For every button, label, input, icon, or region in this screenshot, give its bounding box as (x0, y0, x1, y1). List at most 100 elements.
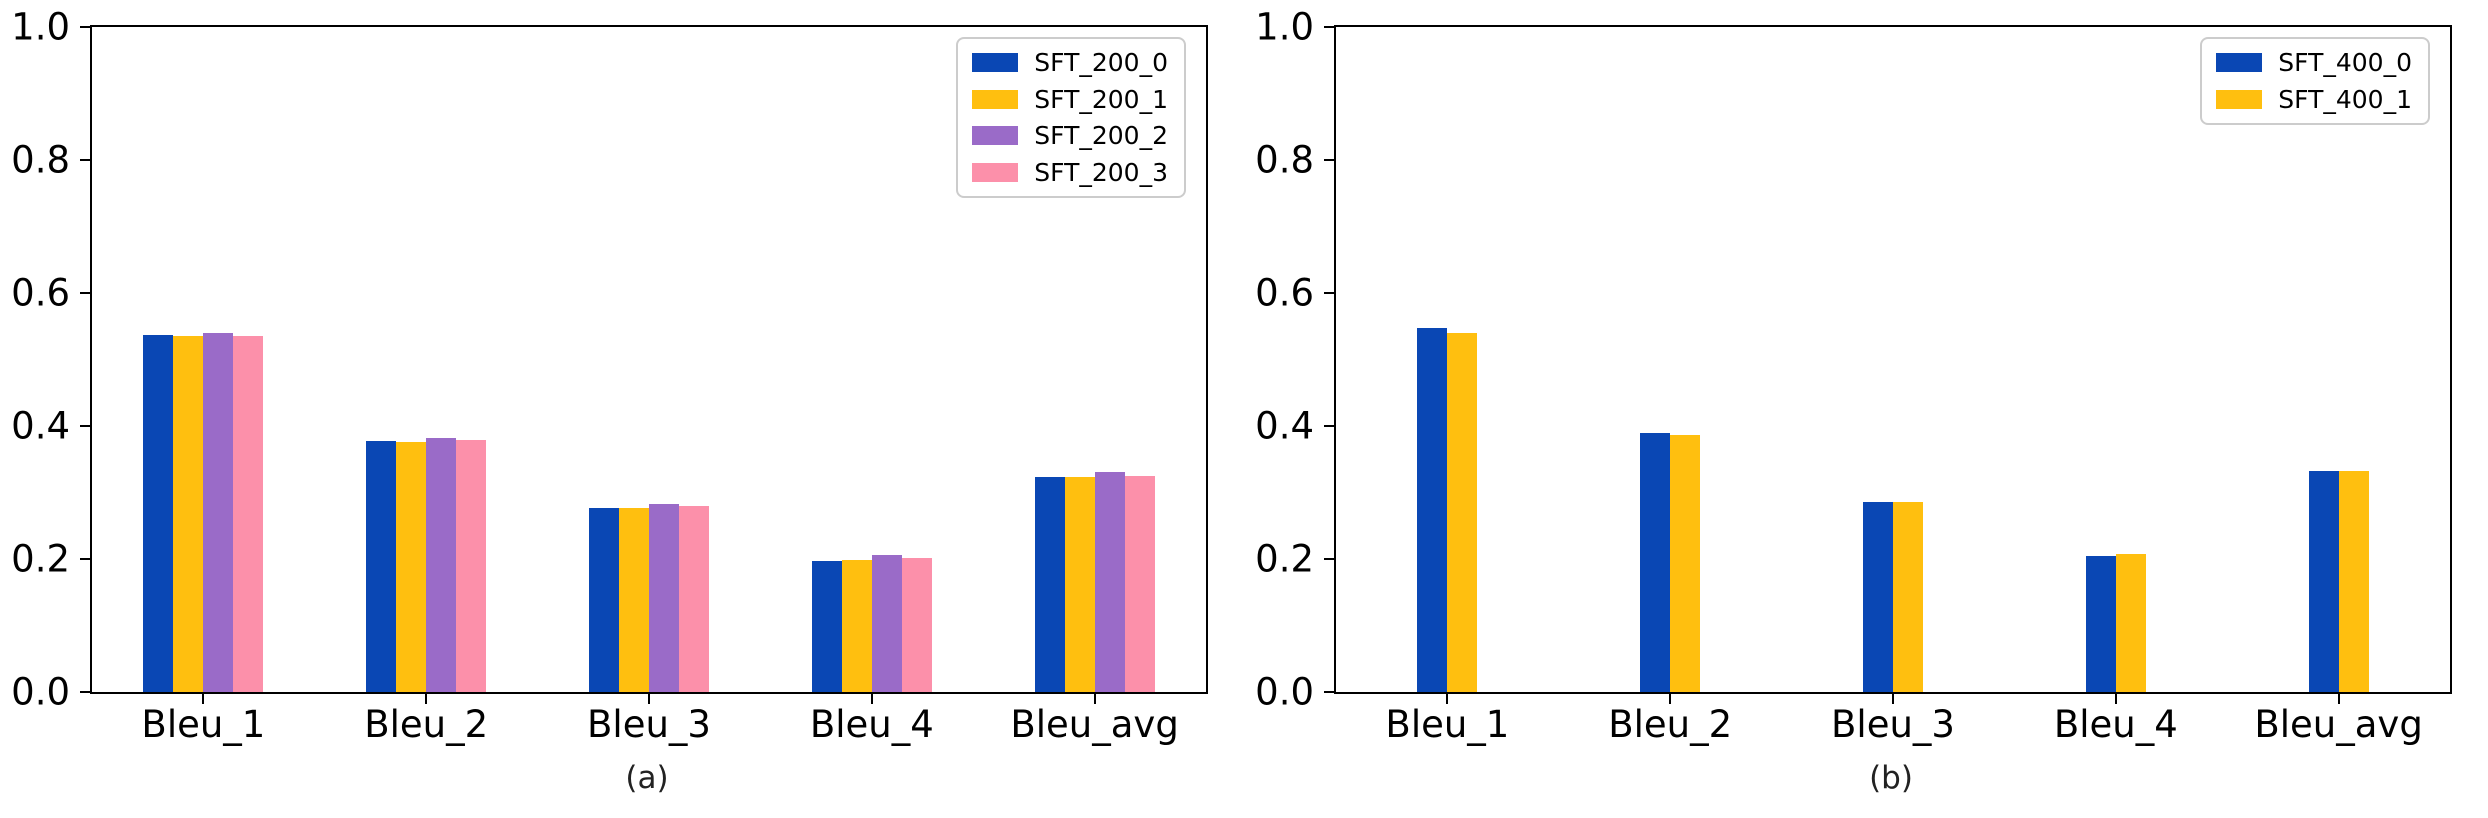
subplot-b: 0.0 0.2 0.4 0.6 0.8 1.0 Bleu_1 Bleu_2 Bleu_3 Bleu… (1244, 0, 2488, 818)
bar-sft-400-0-bleu-2 (1640, 433, 1671, 692)
bar-sft-200-0-bleu-2 (366, 441, 397, 692)
y-tick-mark (1324, 26, 1334, 28)
x-tick-mark (648, 694, 650, 704)
y-tick-label: 0.6 (11, 271, 70, 315)
x-tick-mark (2337, 694, 2340, 704)
x-tick-label-bleu_1: Bleu_1 (1385, 703, 1510, 746)
x-tick-mark (202, 694, 205, 704)
bar-sft-400-1-bleu-2 (1670, 435, 1701, 692)
y-tick-label: 0.4 (1255, 404, 1314, 448)
x-tick-mark (1669, 694, 1672, 704)
bar-sft-200-1-bleu-2 (396, 442, 427, 692)
subcaption-b: (b) (1869, 760, 1913, 796)
y-tick-label: 0.2 (11, 537, 70, 581)
x-tick-mark (1093, 694, 1096, 704)
legend-label: SFT_400_1 (2278, 84, 2412, 114)
bar-sft-200-3-bleu-3 (679, 506, 709, 692)
x-tick-label-bleu_avg: Bleu_avg (2254, 703, 2423, 746)
y-tick-label: 0.0 (11, 670, 70, 714)
bar-sft-200-2-bleu-2 (426, 438, 457, 692)
bar-sft-400-1-bleu-3 (1893, 502, 1923, 692)
x-tick-label-bleu_3: Bleu_3 (1831, 703, 1955, 746)
x-tick-label-bleu_4: Bleu_4 (809, 703, 934, 746)
y-tick-mark (80, 691, 90, 693)
legend-label: SFT_200_1 (1034, 84, 1168, 114)
y-tick-mark (80, 425, 90, 427)
y-tick-label: 0.8 (1255, 138, 1314, 182)
bar-sft-200-0-bleu-avg (1034, 477, 1065, 692)
y-tick-mark (1324, 558, 1334, 560)
bar-sft-200-0-bleu-1 (143, 335, 174, 692)
legend-entry-sft-200-2: SFT_200_2 (972, 122, 1168, 150)
bar-sft-200-0-bleu-4 (811, 561, 842, 692)
y-tick-mark (1324, 292, 1334, 294)
bar-sft-200-1-bleu-1 (173, 336, 204, 692)
plot-area-b: 0.0 0.2 0.4 0.6 0.8 1.0 Bleu_1 Bleu_2 Bleu_3 Bleu… (1255, 9, 2452, 743)
y-tick-mark (80, 292, 90, 294)
x-tick-label-bleu_4: Bleu_4 (2053, 703, 2178, 746)
legend-label: SFT_200_2 (1034, 121, 1168, 150)
y-tick-mark (80, 26, 90, 28)
bar-sft-400-0-bleu-avg (2308, 471, 2339, 692)
legend-swatch-icon (2216, 53, 2263, 73)
x-tick-label-bleu_3: Bleu_3 (587, 703, 711, 746)
bar-sft-200-2-bleu-1 (203, 333, 234, 692)
x-tick-label-bleu_2: Bleu_2 (1608, 703, 1733, 746)
bar-sft-400-0-bleu-4 (2085, 556, 2116, 692)
legend: SFT_200_0 SFT_200_1 SFT_200_2 SFT_200_3 (956, 37, 1186, 198)
bar-sft-400-0-bleu-1 (1417, 328, 1448, 692)
bar-sft-400-1-bleu-avg (2338, 471, 2369, 692)
y-tick-label: 0.2 (1255, 537, 1314, 581)
y-tick-label: 0.4 (11, 404, 70, 448)
y-tick-label: 1.0 (11, 5, 70, 49)
y-tick-label: 0.8 (11, 138, 70, 182)
legend-entry-sft-200-3: SFT_200_3 (972, 157, 1168, 187)
legend-entry-sft-400-1: SFT_400_1 (2216, 84, 2412, 114)
x-tick-label-bleu_2: Bleu_2 (364, 703, 489, 746)
bar-sft-200-2-bleu-4 (871, 555, 902, 692)
legend-swatch-icon (972, 162, 1019, 182)
subcaption-a: (a) (625, 760, 669, 796)
x-tick-mark (1446, 694, 1449, 704)
legend-swatch-icon (972, 89, 1019, 109)
bar-sft-200-2-bleu-3 (649, 504, 679, 692)
bar-sft-400-1-bleu-1 (1447, 333, 1478, 692)
legend-swatch-icon (972, 53, 1019, 73)
x-tick-label-bleu_avg: Bleu_avg (1010, 703, 1179, 746)
y-tick-mark (80, 558, 90, 560)
y-tick-mark (1324, 159, 1334, 161)
bar-sft-200-0-bleu-3 (589, 508, 619, 692)
bar-sft-200-1-bleu-3 (619, 508, 649, 692)
y-tick-label: 1.0 (1255, 5, 1314, 49)
bar-sft-200-3-bleu-2 (456, 440, 487, 692)
x-tick-mark (1892, 694, 1894, 704)
bar-sft-200-3-bleu-1 (233, 336, 264, 692)
bar-sft-200-3-bleu-4 (901, 558, 932, 692)
legend-label: SFT_200_0 (1034, 48, 1168, 77)
legend-entry-sft-200-1: SFT_200_1 (972, 84, 1168, 114)
legend-entry-sft-200-0: SFT_200_0 (972, 49, 1168, 77)
y-tick-mark (80, 159, 90, 161)
x-tick-mark (425, 694, 428, 704)
legend-label: SFT_400_0 (2278, 48, 2412, 77)
bar-sft-200-1-bleu-4 (841, 560, 872, 692)
bar-sft-200-1-bleu-avg (1064, 477, 1095, 692)
subplot-a: 0.0 0.2 0.4 0.6 0.8 1.0 Bleu_1 Bleu_2 Bleu_3 Bleu… (11, 9, 1208, 796)
legend-swatch-icon (2216, 89, 2263, 109)
bar-sft-200-3-bleu-avg (1124, 476, 1155, 692)
legend-label: SFT_200_3 (1034, 157, 1168, 187)
y-tick-mark (1324, 425, 1334, 427)
bar-sft-400-0-bleu-3 (1863, 502, 1893, 692)
x-tick-mark (2114, 694, 2117, 704)
bar-sft-200-2-bleu-avg (1094, 472, 1125, 692)
legend-swatch-icon (972, 126, 1019, 146)
y-tick-label: 0.6 (1255, 271, 1314, 315)
legend: SFT_400_0 SFT_400_1 (2200, 37, 2430, 125)
x-tick-mark (870, 694, 873, 704)
x-tick-label-bleu_1: Bleu_1 (141, 703, 266, 746)
bar-sft-400-1-bleu-4 (2115, 554, 2146, 692)
y-tick-mark (1324, 691, 1334, 693)
y-tick-label: 0.0 (1255, 670, 1314, 714)
plot-area-a: 0.0 0.2 0.4 0.6 0.8 1.0 Bleu_1 Bleu_2 Bleu_3 Bleu… (11, 9, 1208, 743)
